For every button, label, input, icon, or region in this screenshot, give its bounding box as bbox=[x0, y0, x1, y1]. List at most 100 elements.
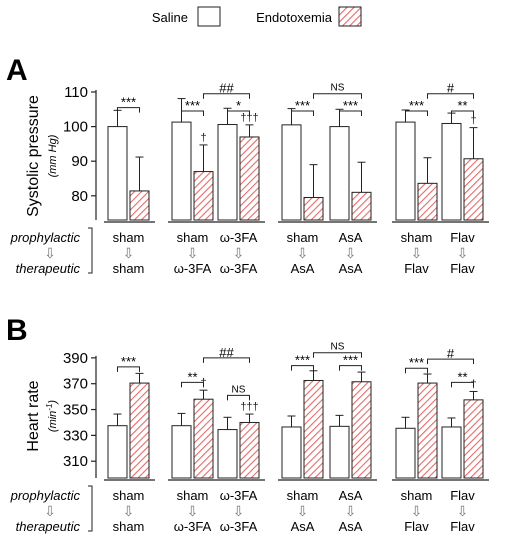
significance-label: *** bbox=[343, 98, 358, 113]
bar-endotoxemia bbox=[239, 421, 260, 479]
bar-saline bbox=[329, 425, 350, 479]
down-arrow-icon: ⇩ bbox=[297, 245, 309, 261]
down-arrow-icon: ⇩ bbox=[187, 503, 199, 519]
bar-endotoxemia bbox=[129, 190, 150, 221]
significance-bracket bbox=[313, 93, 362, 99]
bar-saline bbox=[395, 121, 416, 221]
down-arrow-icon: ⇩ bbox=[187, 245, 199, 261]
y-tick-label: 90 bbox=[71, 153, 88, 170]
therapeutic-treatment-label: ω-3FA bbox=[220, 261, 258, 276]
significance-bracket bbox=[117, 366, 140, 372]
prophylactic-treatment-label: sham bbox=[177, 230, 209, 245]
significance-label: NS bbox=[331, 342, 345, 353]
therapeutic-treatment-label: Flav bbox=[404, 261, 429, 276]
significance-dagger: ††† bbox=[240, 112, 258, 124]
row-arrow-icon: ⇩ bbox=[44, 245, 56, 261]
bar-saline bbox=[171, 425, 192, 479]
down-arrow-icon: ⇩ bbox=[233, 245, 245, 261]
y-tick-label: 110 bbox=[64, 84, 88, 101]
therapeutic-treatment-label: AsA bbox=[291, 261, 315, 276]
bar-saline bbox=[281, 124, 302, 221]
significance-bracket bbox=[405, 110, 428, 117]
y-axis-title: Systolic pressure bbox=[25, 95, 42, 217]
therapeutic-treatment-label: AsA bbox=[339, 261, 363, 276]
y-axis-unit: (mm Hg) bbox=[47, 134, 59, 177]
prophylactic-treatment-label: ω-3FA bbox=[220, 488, 258, 503]
y-tick-label: 100 bbox=[63, 119, 88, 136]
bar-endotoxemia bbox=[303, 379, 324, 479]
significance-label: # bbox=[447, 346, 455, 361]
significance-bracket bbox=[339, 365, 362, 371]
down-arrow-icon: ⇩ bbox=[411, 503, 423, 519]
therapeutic-treatment-label: sham bbox=[113, 261, 145, 276]
down-arrow-icon: ⇩ bbox=[345, 245, 357, 261]
significance-bracket bbox=[181, 110, 204, 117]
bar-saline bbox=[171, 121, 192, 221]
y-tick-label: 370 bbox=[63, 376, 88, 393]
y-tick-label: 80 bbox=[71, 188, 88, 205]
down-arrow-icon: ⇩ bbox=[457, 245, 469, 261]
bar-saline bbox=[395, 427, 416, 479]
significance-label: # bbox=[447, 81, 455, 96]
bar-saline bbox=[329, 126, 350, 221]
significance-bracket bbox=[227, 394, 250, 401]
legend-label-saline: Saline bbox=[152, 10, 188, 25]
significance-dagger: ††† bbox=[240, 401, 258, 413]
prophylactic-treatment-label: sham bbox=[113, 488, 145, 503]
significance-label: * bbox=[236, 98, 241, 113]
therapeutic-treatment-label: AsA bbox=[339, 519, 363, 534]
bar-saline bbox=[217, 124, 238, 221]
prophylactic-treatment-label: Flav bbox=[450, 230, 475, 245]
row-label-therapeutic: therapeutic bbox=[16, 261, 81, 276]
prophylactic-treatment-label: sham bbox=[113, 230, 145, 245]
prophylactic-treatment-label: AsA bbox=[339, 488, 363, 503]
bar-endotoxemia bbox=[193, 171, 214, 221]
bar-endotoxemia bbox=[351, 191, 372, 221]
significance-bracket bbox=[291, 365, 314, 371]
bar-endotoxemia bbox=[239, 136, 260, 221]
y-tick-label: 350 bbox=[63, 402, 88, 419]
significance-label: *** bbox=[121, 354, 136, 369]
prophylactic-treatment-label: sham bbox=[401, 488, 433, 503]
prophylactic-treatment-label: sham bbox=[401, 230, 433, 245]
significance-bracket bbox=[181, 381, 204, 388]
significance-bracket bbox=[427, 93, 474, 99]
significance-label: NS bbox=[331, 83, 345, 94]
row-label-prophylactic: prophylactic bbox=[10, 488, 81, 503]
down-arrow-icon: ⇩ bbox=[123, 503, 135, 519]
bar-saline bbox=[281, 426, 302, 479]
significance-label: ** bbox=[457, 369, 467, 384]
panel-letter-b: B bbox=[6, 314, 28, 347]
therapeutic-treatment-label: Flav bbox=[450, 519, 475, 534]
bar-saline bbox=[441, 122, 462, 221]
prophylactic-treatment-label: AsA bbox=[339, 230, 363, 245]
significance-bracket bbox=[451, 381, 474, 388]
down-arrow-icon: ⇩ bbox=[457, 503, 469, 519]
legend: Saline Endotoxemia bbox=[152, 6, 362, 27]
significance-label: *** bbox=[409, 355, 424, 370]
significance-dagger: † bbox=[470, 115, 476, 127]
down-arrow-icon: ⇩ bbox=[411, 245, 423, 261]
bar-saline bbox=[441, 426, 462, 479]
significance-dagger: † bbox=[200, 132, 206, 144]
prophylactic-treatment-label: sham bbox=[287, 230, 319, 245]
bar-endotoxemia bbox=[463, 158, 484, 221]
row-label-therapeutic: therapeutic bbox=[16, 519, 81, 534]
significance-label: ** bbox=[187, 369, 197, 384]
bar-endotoxemia bbox=[351, 381, 372, 479]
prophylactic-treatment-label: ω-3FA bbox=[220, 230, 258, 245]
significance-bracket bbox=[117, 107, 140, 113]
bar-endotoxemia bbox=[417, 182, 438, 221]
y-axis-title: Heart rate bbox=[25, 380, 42, 451]
significance-bracket bbox=[313, 352, 362, 358]
prophylactic-treatment-label: sham bbox=[177, 488, 209, 503]
therapeutic-treatment-label: AsA bbox=[291, 519, 315, 534]
row-brace bbox=[88, 227, 93, 274]
therapeutic-treatment-label: Flav bbox=[404, 519, 429, 534]
bar-endotoxemia bbox=[193, 398, 214, 479]
row-brace bbox=[88, 485, 93, 532]
therapeutic-treatment-label: sham bbox=[113, 519, 145, 534]
